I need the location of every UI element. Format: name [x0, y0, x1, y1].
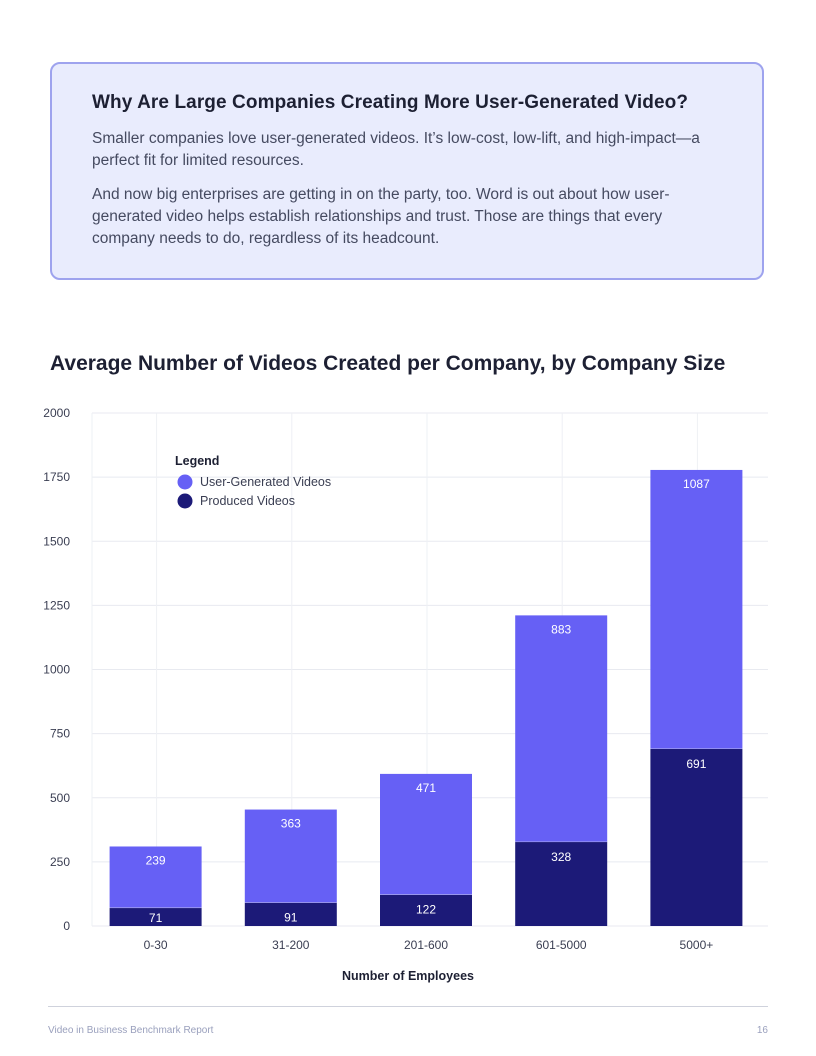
- y-tick-label-1000: 1000: [43, 663, 70, 677]
- bar-produced-601-5000: [515, 841, 608, 926]
- data-label-ugc-0-30: 239: [146, 853, 166, 867]
- callout-box: Why Are Large Companies Creating More Us…: [50, 62, 764, 280]
- y-tick-label-2000: 2000: [43, 406, 70, 420]
- data-label-ugc-601-5000: 883: [551, 622, 571, 636]
- legend-title: Legend: [175, 454, 219, 468]
- data-label-ugc-5000+: 1087: [683, 477, 710, 491]
- footer-report-title: Video in Business Benchmark Report: [48, 1025, 214, 1036]
- bar-produced-31-200: [244, 902, 337, 926]
- bar-ugc-601-5000: [515, 615, 608, 842]
- data-label-ugc-31-200: 363: [281, 817, 301, 831]
- x-tick-label-201-600: 201-600: [404, 938, 448, 952]
- chart-title: Average Number of Videos Created per Com…: [50, 352, 726, 375]
- x-tick-label-601-5000: 601-5000: [536, 938, 587, 952]
- callout-paragraph-1: Smaller companies love user-generated vi…: [92, 130, 700, 169]
- bar-ugc-201-600: [380, 773, 472, 895]
- x-axis-label: Number of Employees: [342, 969, 474, 983]
- callout-heading: Why Are Large Companies Creating More Us…: [92, 92, 689, 113]
- footer-divider: [48, 1006, 768, 1007]
- legend-entry-0: User-Generated Videos: [200, 475, 331, 489]
- y-tick-label-500: 500: [50, 791, 70, 805]
- x-tick-label-5000+: 5000+: [680, 938, 714, 952]
- callout-paragraph-2: And now big enterprises are getting in o…: [92, 186, 670, 247]
- y-tick-label-750: 750: [50, 727, 70, 741]
- y-tick-label-250: 250: [50, 855, 70, 869]
- bar-produced-201-600: [380, 894, 472, 926]
- bar-ugc-31-200: [244, 809, 337, 903]
- y-tick-label-1250: 1250: [43, 598, 70, 612]
- data-label-produced-201-600: 122: [416, 903, 436, 917]
- data-label-produced-31-200: 91: [284, 911, 298, 925]
- bar-ugc-0-30: [109, 846, 202, 908]
- data-label-produced-601-5000: 328: [551, 850, 571, 864]
- bar-produced-5000+: [650, 748, 743, 926]
- legend-swatch-0: [177, 474, 193, 490]
- data-label-produced-0-30: 71: [149, 911, 163, 925]
- y-tick-label-1750: 1750: [43, 470, 70, 484]
- x-tick-label-31-200: 31-200: [272, 938, 310, 952]
- x-tick-label-0-30: 0-30: [144, 938, 168, 952]
- y-tick-label-0: 0: [63, 919, 70, 933]
- footer-page-number: 16: [756, 1025, 768, 1036]
- legend-entry-1: Produced Videos: [200, 494, 295, 508]
- bar-chart: 0 250 500 750 1000 1250 1500 1750 2000 239 71 0-30 3…: [43, 406, 768, 983]
- data-label-produced-5000+: 691: [686, 757, 706, 771]
- bar-ugc-5000+: [650, 469, 743, 749]
- legend-swatch-1: [177, 493, 193, 509]
- y-tick-label-1500: 1500: [43, 534, 70, 548]
- bar-produced-0-30: [109, 907, 202, 926]
- data-label-ugc-201-600: 471: [416, 781, 436, 795]
